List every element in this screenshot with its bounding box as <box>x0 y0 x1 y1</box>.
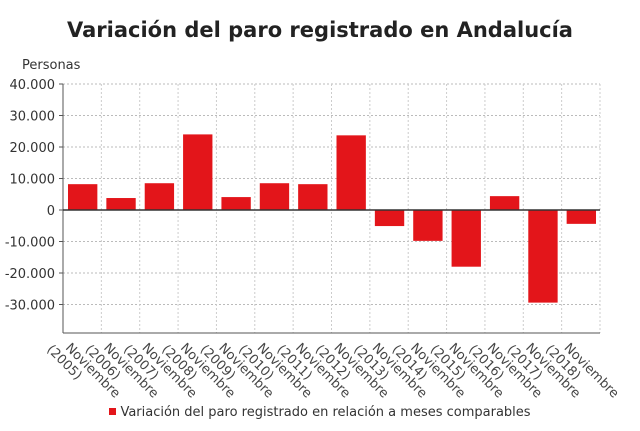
y-tick-label: -30.000 <box>5 299 55 314</box>
y-tick-label: 30.000 <box>10 110 56 125</box>
y-tick-label: 40.000 <box>10 78 56 93</box>
y-tick-label: -10.000 <box>5 236 55 251</box>
legend-label: Variación del paro registrado en relació… <box>120 405 531 420</box>
y-tick-label: 20.000 <box>10 141 56 156</box>
bar <box>298 184 328 210</box>
y-tick-label: -20.000 <box>5 267 55 282</box>
bar <box>221 197 251 210</box>
bar <box>489 196 520 210</box>
bar <box>528 210 558 303</box>
bar <box>144 183 175 210</box>
bar <box>68 184 98 210</box>
legend-swatch <box>109 408 117 415</box>
y-tick-label: 0 <box>47 204 55 219</box>
bar <box>183 134 213 210</box>
bar <box>374 210 405 227</box>
bar <box>106 198 136 210</box>
bar <box>336 135 366 210</box>
bar <box>413 210 443 241</box>
bar <box>566 210 596 224</box>
y-axis-label: Personas <box>22 58 81 73</box>
legend: Variación del paro registrado en relació… <box>0 405 640 420</box>
bar <box>259 183 290 210</box>
y-tick-label: 10.000 <box>10 173 56 188</box>
chart-title: Variación del paro registrado en Andaluc… <box>67 18 573 42</box>
bar <box>451 210 481 267</box>
